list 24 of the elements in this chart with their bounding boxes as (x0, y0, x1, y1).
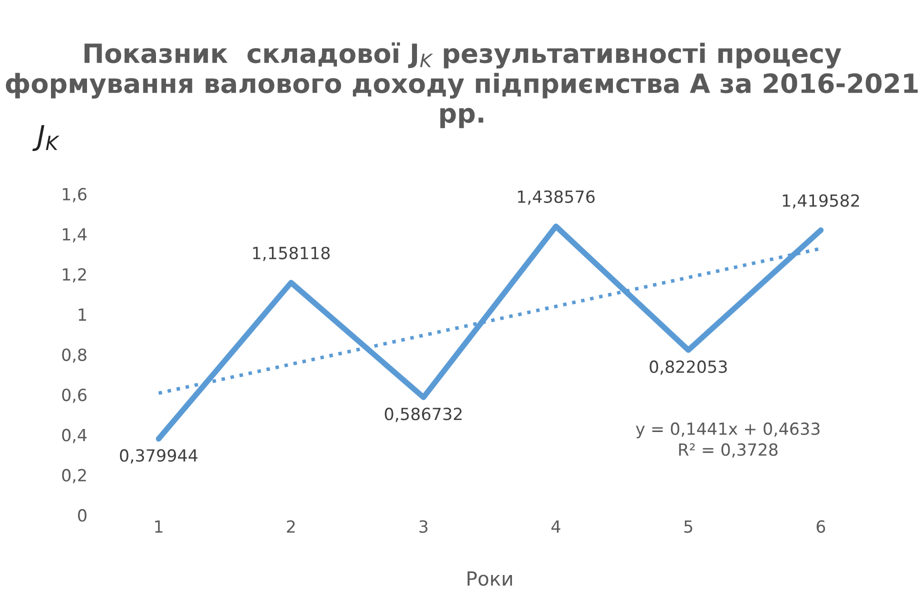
x-tick-label: 1 (155, 520, 162, 533)
y-tick-label: 0,8 (62, 348, 86, 363)
x-tick-label: 4 (551, 520, 560, 533)
x-tick-label: 6 (816, 520, 826, 533)
x-tick-label: 5 (684, 520, 692, 533)
annotation: y = 0,1441x + 0,4633 (636, 422, 820, 438)
x-tick-label: 2 (286, 520, 295, 533)
y-tick-label: 0,4 (62, 428, 87, 444)
y-tick-label: 0 (78, 509, 86, 522)
data-label: 0,822053 (650, 360, 727, 375)
y-tick-label: 1,4 (62, 228, 87, 242)
x-axis-title: Роки (468, 571, 512, 586)
data-label: 1,419582 (782, 194, 859, 209)
y-tick-label: 0,6 (62, 388, 86, 403)
y-tick-label: 0,2 (62, 468, 86, 484)
data-label: 0,379944 (120, 449, 198, 464)
y-tick-label: 1,6 (62, 188, 86, 202)
data-label: 1,158118 (253, 246, 330, 262)
x-tick-label: 3 (419, 520, 428, 533)
data-label: 0,586732 (384, 408, 462, 422)
y-tick-label: 1 (78, 308, 86, 321)
y-tick-label: 1,2 (62, 268, 86, 282)
annotation: R² = 0,3728 (679, 443, 778, 458)
data-label: 1,438576 (518, 190, 595, 205)
